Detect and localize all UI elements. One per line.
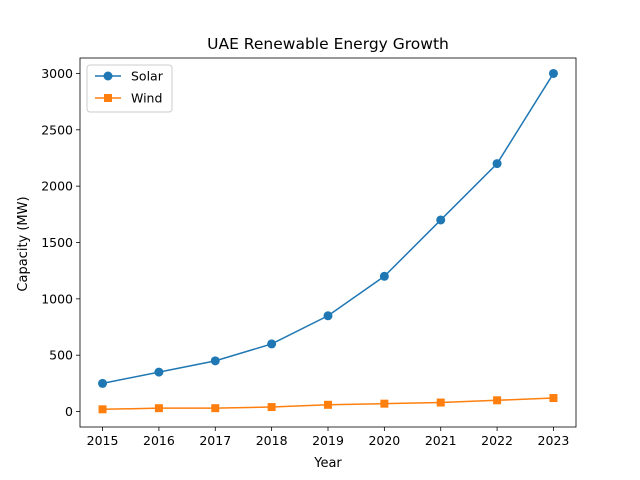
y-tick-label: 0	[65, 404, 73, 419]
data-point-wind	[154, 404, 163, 413]
legend-marker-square	[104, 94, 112, 102]
x-tick-label: 2022	[481, 433, 513, 448]
y-tick-label: 500	[49, 348, 73, 363]
x-tick-label: 2017	[199, 433, 231, 448]
data-point-wind	[324, 400, 332, 409]
series-line-solar	[102, 73, 555, 385]
data-point-wind	[549, 394, 558, 403]
plot-area: 2015 2016 2017 2018 2019 2020 2021 2022 2023 0 500…	[41, 57, 577, 448]
data-point-solar	[492, 159, 502, 169]
y-tick-label: 2500	[41, 122, 73, 137]
data-point-wind	[380, 399, 389, 408]
y-tick-label: 3000	[41, 66, 73, 81]
legend: Solar Wind	[86, 64, 173, 113]
x-tick-label: 2015	[87, 433, 119, 448]
data-point-solar	[323, 311, 333, 321]
data-point-solar	[154, 367, 164, 377]
data-point-wind	[436, 398, 445, 407]
legend-label: Wind	[131, 91, 162, 106]
x-tick-label: 2018	[256, 433, 288, 448]
x-tick-label: 2020	[368, 433, 400, 448]
data-point-wind	[98, 405, 107, 414]
data-point-wind	[211, 404, 220, 413]
x-tick-label: 2021	[425, 433, 457, 448]
x-tick-label: 2023	[538, 433, 570, 448]
chart-title: UAE Renewable Energy Growth	[207, 35, 449, 53]
data-point-solar	[379, 271, 389, 281]
y-axis-label: Capacity (MW)	[16, 196, 31, 291]
y-tick-label: 1500	[41, 235, 73, 250]
x-tick-label: 2019	[312, 433, 344, 448]
data-point-solar	[210, 356, 220, 366]
plot-frame	[79, 57, 577, 428]
data-point-solar	[98, 378, 108, 388]
data-point-solar	[267, 339, 277, 349]
data-point-wind	[267, 403, 276, 412]
y-tick-label: 1000	[41, 291, 73, 306]
x-tick-label: 2016	[143, 433, 175, 448]
legend-marker-circle	[103, 71, 113, 81]
legend-label: Solar	[131, 69, 164, 84]
data-point-wind	[493, 396, 502, 405]
y-tick-label: 2000	[41, 179, 73, 194]
data-point-solar	[436, 215, 446, 225]
x-axis-label: Year	[313, 456, 342, 471]
data-point-solar	[548, 68, 558, 78]
